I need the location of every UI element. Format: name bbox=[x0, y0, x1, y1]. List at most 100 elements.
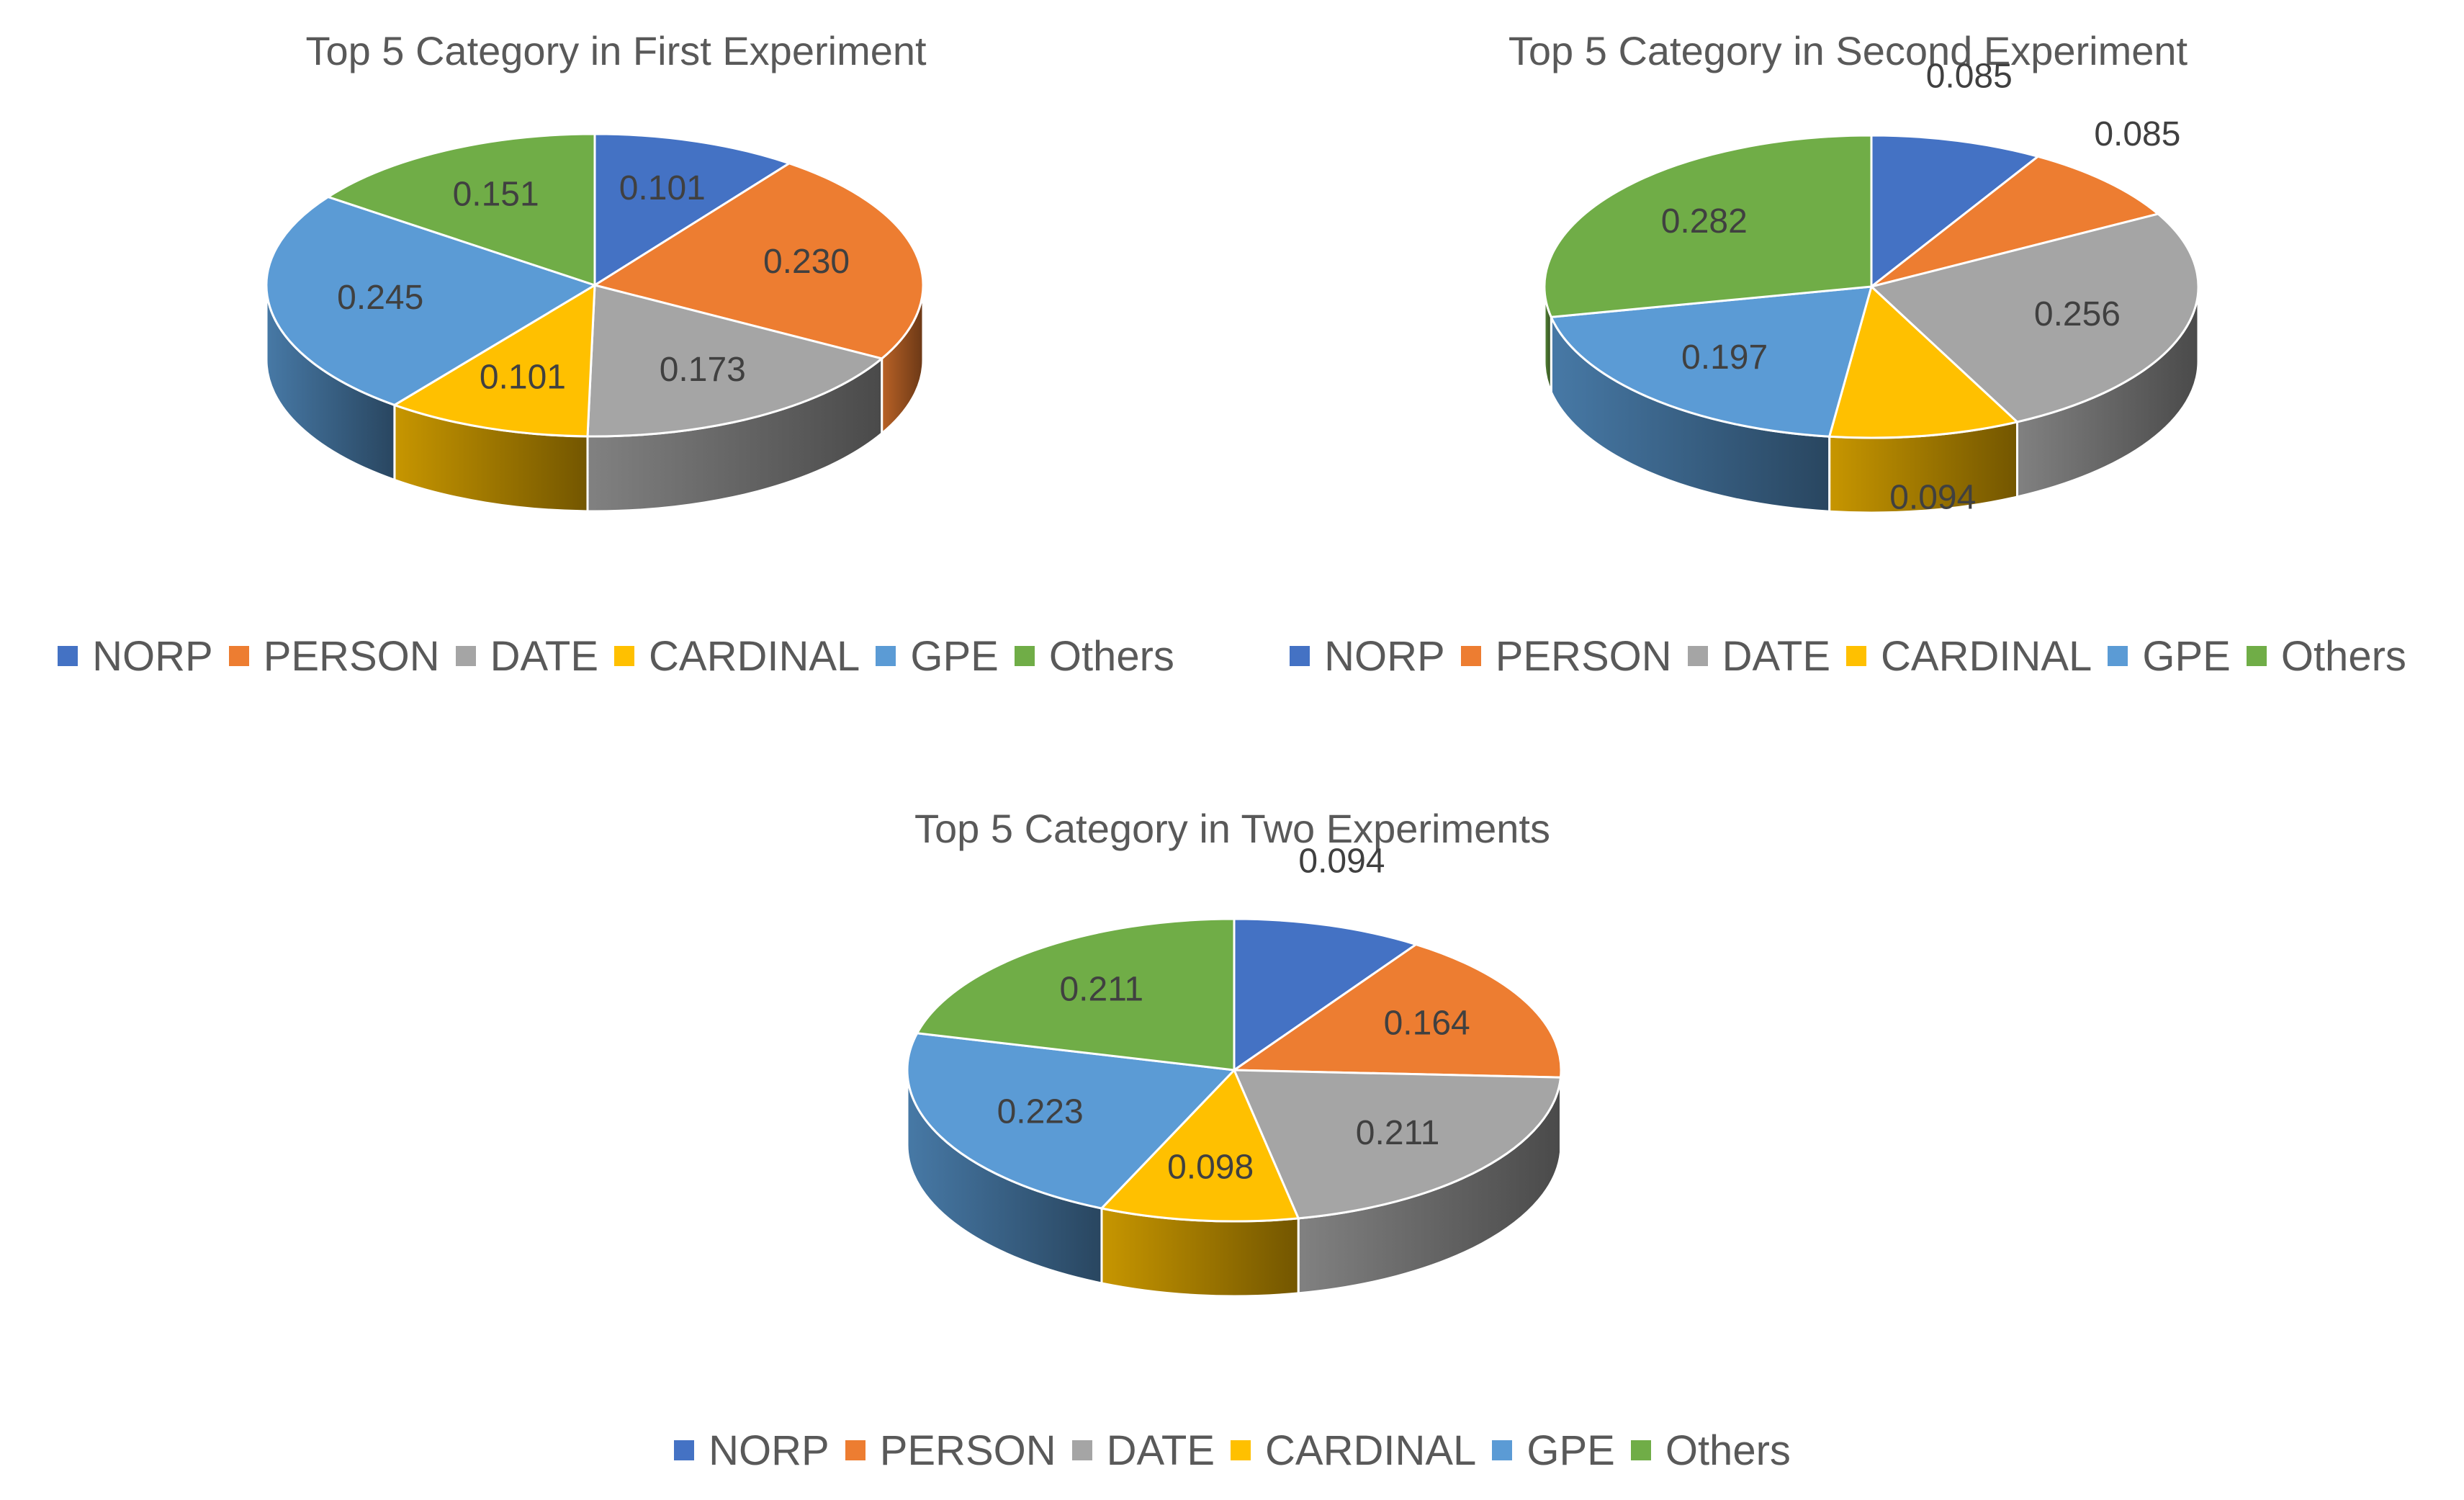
data-label-cardinal: 0.098 bbox=[1167, 1148, 1254, 1186]
data-labels: 0.085 0.085 0.256 0.094 0.197 0.282 bbox=[1661, 57, 2181, 516]
pie-slice-norp bbox=[1870, 134, 2041, 289]
legend-label: CARDINAL bbox=[649, 632, 860, 680]
pie-slices bbox=[265, 133, 925, 438]
pie-plot-area: 0.094 0.164 0.211 0.098 0.223 0.211 bbox=[906, 843, 1563, 1298]
legend-swatch bbox=[2108, 646, 2128, 666]
legend-label: NORP bbox=[709, 1427, 829, 1474]
data-label-person: 0.085 bbox=[2094, 115, 2180, 153]
data-label-person: 0.230 bbox=[763, 243, 850, 281]
legend-swatch bbox=[455, 646, 476, 666]
legend-label: CARDINAL bbox=[1265, 1427, 1477, 1474]
pie-slice-person bbox=[1231, 943, 1563, 1079]
legend-label: CARDINAL bbox=[1881, 632, 2092, 680]
legend-swatch bbox=[58, 646, 78, 666]
data-label-others: 0.151 bbox=[453, 175, 539, 213]
legend-swatch bbox=[1290, 646, 1310, 666]
data-label-cardinal: 0.094 bbox=[1889, 479, 1976, 517]
legend-swatch bbox=[674, 1440, 695, 1460]
pie-slice-others bbox=[325, 133, 596, 287]
legend-swatch bbox=[1846, 646, 1867, 666]
pie-slice-norp bbox=[593, 133, 792, 287]
legend-swatch bbox=[845, 1440, 865, 1460]
pie-slice-cardinal bbox=[392, 283, 596, 438]
legend: NORP PERSON DATE CARDINAL GPE Others bbox=[1232, 628, 2464, 681]
chart-title: Top 5 Category in First Experiment bbox=[305, 28, 927, 73]
pie-slices bbox=[906, 917, 1563, 1223]
legend-item-person: PERSON bbox=[845, 1427, 1056, 1475]
legend-item-gpe: GPE bbox=[876, 632, 999, 681]
pie-plot-area: 0.085 0.085 0.256 0.094 0.197 0.282 bbox=[1543, 57, 2200, 517]
legend-item-others: Others bbox=[1630, 1427, 1791, 1475]
chart-title: Top 5 Category in Two Experiments bbox=[914, 806, 1550, 851]
pie-slice-others bbox=[915, 917, 1236, 1072]
legend-item-date: DATE bbox=[1071, 1427, 1215, 1475]
pie-chart-two-experiments: Top 5 Category in Two Experiments 0.094 0… bbox=[616, 778, 1848, 1500]
data-label-date: 0.173 bbox=[660, 351, 746, 389]
legend-item-norp: NORP bbox=[674, 1427, 829, 1475]
data-labels: 0.101 0.230 0.173 0.101 0.245 0.151 bbox=[337, 169, 850, 396]
legend-label: PERSON bbox=[879, 1427, 1056, 1474]
legend-swatch bbox=[1071, 1440, 1092, 1460]
pie-chart-second-experiment: Top 5 Category in Second Experiment 0.08… bbox=[1232, 0, 2464, 742]
pie-slice-cardinal bbox=[1099, 1068, 1300, 1223]
legend-swatch bbox=[614, 646, 635, 666]
pie-slice-date bbox=[586, 284, 884, 438]
legend-label: GPE bbox=[910, 632, 999, 680]
pie-slices bbox=[1543, 134, 2200, 439]
legend-label: DATE bbox=[490, 632, 599, 680]
pie-side-walls bbox=[906, 1069, 1563, 1298]
data-label-gpe: 0.245 bbox=[337, 279, 423, 317]
legend-swatch bbox=[1014, 646, 1035, 666]
pie-slice-person bbox=[592, 162, 925, 360]
pie-chart-first-experiment: Top 5 Category in First Experiment 0.101… bbox=[0, 0, 1232, 742]
legend-item-cardinal: CARDINAL bbox=[1231, 1427, 1476, 1475]
legend: NORP PERSON DATE CARDINAL GPE Others bbox=[0, 628, 1232, 681]
legend-label: NORP bbox=[1324, 632, 1445, 680]
legend-swatch bbox=[1492, 1440, 1513, 1460]
data-label-norp: 0.101 bbox=[619, 169, 706, 207]
legend-item-cardinal: CARDINAL bbox=[614, 632, 860, 681]
pie-slice-others bbox=[1543, 134, 1873, 318]
data-label-others: 0.211 bbox=[1059, 970, 1143, 1008]
data-label-norp: 0.094 bbox=[1298, 843, 1385, 881]
legend-swatch bbox=[1231, 1440, 1251, 1460]
pie-slice-gpe bbox=[265, 195, 598, 407]
legend-swatch bbox=[1630, 1440, 1651, 1460]
legend-swatch bbox=[1687, 646, 1708, 666]
legend-label: GPE bbox=[1526, 1427, 1615, 1474]
data-labels: 0.094 0.164 0.211 0.098 0.223 0.211 bbox=[997, 843, 1470, 1187]
pie-slice-cardinal bbox=[1827, 284, 2020, 439]
legend-item-date: DATE bbox=[1687, 632, 1831, 681]
pie-slice-date bbox=[1232, 1069, 1563, 1220]
legend-label: GPE bbox=[2142, 632, 2231, 680]
legend-item-gpe: GPE bbox=[1492, 1427, 1615, 1475]
legend-item-date: DATE bbox=[455, 632, 599, 681]
chart-title: Top 5 Category in Second Experiment bbox=[1508, 28, 2188, 73]
legend-label: PERSON bbox=[263, 632, 440, 680]
legend-item-others: Others bbox=[2246, 632, 2406, 681]
data-label-cardinal: 0.101 bbox=[480, 358, 566, 396]
legend-label: Others bbox=[2280, 632, 2406, 680]
data-label-gpe: 0.197 bbox=[1681, 338, 1768, 377]
legend-label: Others bbox=[1665, 1427, 1791, 1474]
legend-swatch bbox=[2246, 646, 2267, 666]
pie-slice-norp bbox=[1233, 917, 1418, 1072]
pie-slice-date bbox=[1869, 212, 2200, 423]
legend-item-person: PERSON bbox=[1460, 632, 1672, 681]
legend-label: DATE bbox=[1722, 632, 1831, 680]
legend-swatch bbox=[876, 646, 896, 666]
data-label-gpe: 0.223 bbox=[997, 1092, 1084, 1131]
legend-label: NORP bbox=[92, 632, 213, 680]
legend-swatch bbox=[228, 646, 249, 666]
legend-item-person: PERSON bbox=[228, 632, 440, 681]
data-label-person: 0.164 bbox=[1384, 1004, 1470, 1042]
legend-label: Others bbox=[1048, 632, 1174, 680]
pie-plot-area: 0.101 0.230 0.173 0.101 0.245 0.151 bbox=[265, 133, 925, 513]
data-label-norp: 0.085 bbox=[1926, 57, 2013, 95]
legend-label: DATE bbox=[1106, 1427, 1215, 1474]
data-label-others: 0.282 bbox=[1661, 202, 1748, 241]
pie-slice-person bbox=[1871, 155, 2161, 288]
data-label-date: 0.256 bbox=[2034, 295, 2121, 333]
legend-item-norp: NORP bbox=[1290, 632, 1445, 681]
legend: NORP PERSON DATE CARDINAL GPE Others bbox=[616, 1422, 1848, 1475]
